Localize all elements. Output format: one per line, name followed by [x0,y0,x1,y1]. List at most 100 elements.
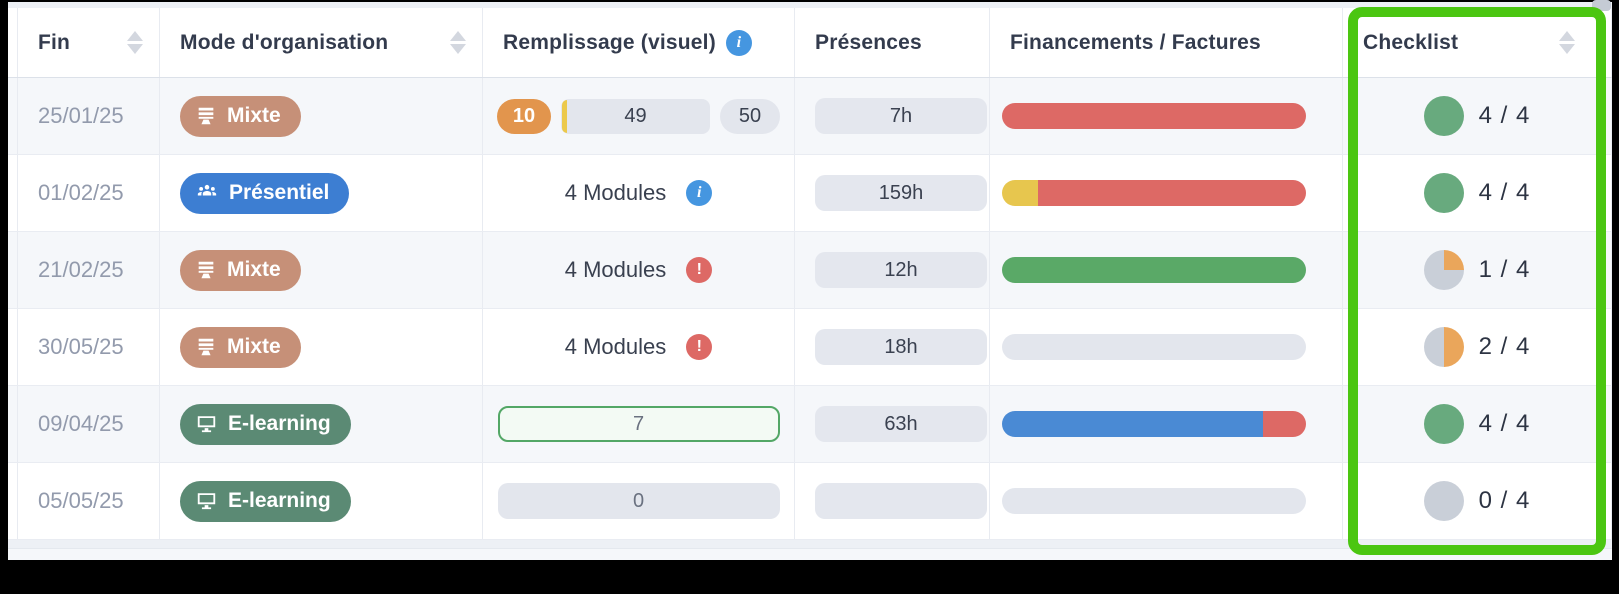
header-cell-mode[interactable]: Mode d'organisation [160,8,483,77]
presence-hours-pill: 18h [815,329,987,365]
mode-badge-label: Mixte [227,335,281,358]
checklist-pie-icon [1423,96,1464,136]
cell-checklist[interactable]: 2 / 4 [1343,309,1612,385]
checklist-count: 4 / 4 [1478,179,1531,206]
blended-mode-icon [198,107,214,125]
cell-sliver [8,78,18,154]
presence-hours-pill: 159h [815,175,987,211]
capacity-progress-bar: 49 [561,98,710,134]
cell-presences: 12h [795,232,990,308]
header-cell-presences: Présences [795,8,990,77]
blended-mode-icon [198,261,214,279]
table-body: 25/01/25 Mixte 10 49 50 7h 4 / 4 01/02/25 Présen… [8,78,1612,540]
funding-bar-segment-red [1263,411,1306,437]
desktop-icon [197,493,216,510]
modules-label: 4 Modules [564,180,667,205]
funding-bar-segment-gray [1002,488,1306,514]
cell-sliver [8,463,18,539]
cell-remplissage: 10 49 50 [483,78,795,154]
cell-presences: 18h [795,309,990,385]
funding-progress-bar [1002,103,1306,129]
table-row[interactable]: 05/05/25 E-learning 0 0 / 4 [8,463,1612,540]
mode-badge-label: Mixte [227,258,281,281]
checklist-pie-icon [1423,250,1464,290]
cell-mode: Mixte [160,309,483,385]
modules-count-value: 0 [632,489,645,512]
funding-bar-segment-blue [1002,411,1264,437]
header-cell-checklist[interactable]: Checklist [1343,8,1612,77]
cell-financements [990,155,1343,231]
alert-icon[interactable]: ! [686,334,713,360]
mode-badge: Mixte [180,249,301,291]
cell-end-date: 05/05/25 [18,463,160,539]
cell-remplissage: 4 Modules! [483,309,795,385]
blended-mode-icon [198,338,214,356]
header-cell-fin[interactable]: Fin [18,8,160,77]
presence-hours-value: 12h [884,258,918,281]
cell-financements [990,386,1343,462]
end-date-value: 30/05/25 [38,334,124,359]
table-row[interactable]: 25/01/25 Mixte 10 49 50 7h 4 / 4 [8,78,1612,155]
column-label-mode: Mode d'organisation [180,30,389,54]
mode-badge: Présentiel [180,172,350,214]
modules-label: 4 Modules [564,257,667,282]
table-row[interactable]: 01/02/25 Présentiel 4 Modules i 159h 4 / 4 [8,155,1612,232]
cell-remplissage: 7 [483,386,795,462]
cell-remplissage: 4 Modules i [483,155,795,231]
checklist-count: 4 / 4 [1478,102,1531,129]
partial-next-row [8,548,1612,560]
end-date-value: 05/05/25 [38,488,124,513]
checklist-pie-icon [1423,404,1464,444]
cell-presences: 159h [795,155,990,231]
sort-icon[interactable] [1559,31,1575,54]
funding-progress-bar [1002,180,1306,206]
scrollbar-thumb[interactable] [1592,0,1611,11]
cell-financements [990,78,1343,154]
table-header-row: Fin Mode d'organisation Remplissage (vis… [8,8,1612,78]
checklist-count: 1 / 4 [1478,256,1531,283]
checklist-count: 2 / 4 [1478,333,1531,360]
alert-icon[interactable]: ! [686,257,713,283]
table-row[interactable]: 09/04/25 E-learning 7 63h 4 / 4 [8,386,1612,463]
checklist-pie-icon [1423,481,1464,521]
sort-icon[interactable] [450,31,466,54]
cell-financements [990,309,1343,385]
funding-bar-segment-red [1002,103,1306,129]
table-row[interactable]: 30/05/25 Mixte 4 Modules! 18h 2 / 4 [8,309,1612,386]
cell-financements [990,463,1343,539]
header-cell-sliver [8,8,18,77]
cell-end-date: 30/05/25 [18,309,160,385]
end-date-value: 25/01/25 [38,103,124,128]
cell-mode: E-learning [160,463,483,539]
cell-mode: Mixte [160,232,483,308]
cell-checklist[interactable]: 1 / 4 [1343,232,1612,308]
desktop-icon [197,416,216,433]
funding-bar-segment-gray [1002,334,1306,360]
cell-checklist[interactable]: 0 / 4 [1343,463,1612,539]
capacity-min-badge: 10 [497,98,551,134]
cell-mode: E-learning [160,386,483,462]
end-date-value: 09/04/25 [38,411,124,436]
cell-checklist[interactable]: 4 / 4 [1343,155,1612,231]
capacity-current-value: 49 [624,104,647,127]
funding-progress-bar [1002,334,1306,360]
sort-icon[interactable] [127,31,143,54]
funding-progress-bar [1002,488,1306,514]
mode-badge: Mixte [180,95,301,137]
funding-bar-segment-green [1002,257,1306,283]
cell-checklist[interactable]: 4 / 4 [1343,386,1612,462]
column-label-fin: Fin [38,30,71,54]
table-row[interactable]: 21/02/25 Mixte 4 Modules! 12h 1 / 4 [8,232,1612,309]
cell-checklist[interactable]: 4 / 4 [1343,78,1612,154]
checklist-count: 4 / 4 [1478,410,1531,437]
sessions-table: Fin Mode d'organisation Remplissage (vis… [8,8,1612,540]
presence-hours-pill: 7h [815,98,987,134]
header-cell-remplissage: Remplissage (visuel) i [483,8,795,77]
info-icon[interactable]: i [686,180,713,206]
cell-sliver [8,386,18,462]
column-label-checklist: Checklist [1363,30,1459,54]
modules-count-bar: 0 [497,483,780,519]
modules-label: 4 Modules [564,334,667,359]
info-icon[interactable]: i [725,29,752,56]
